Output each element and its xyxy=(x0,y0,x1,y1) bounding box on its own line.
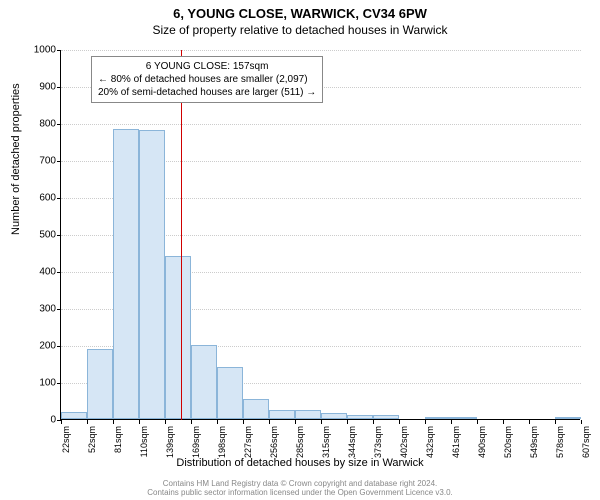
annotation-box: 6 YOUNG CLOSE: 157sqm← 80% of detached h… xyxy=(91,56,323,103)
x-tick-mark xyxy=(243,420,244,424)
x-tick-mark xyxy=(217,420,218,424)
histogram-bar xyxy=(321,413,347,419)
histogram-bar xyxy=(295,410,321,419)
subtitle: Size of property relative to detached ho… xyxy=(0,21,600,37)
y-tick-label: 400 xyxy=(21,267,56,278)
x-tick-mark xyxy=(451,420,452,424)
y-tick-mark xyxy=(57,346,61,347)
x-tick-mark xyxy=(347,420,348,424)
y-tick-mark xyxy=(57,272,61,273)
x-tick-mark xyxy=(529,420,530,424)
histogram-bar xyxy=(165,256,191,419)
y-tick-mark xyxy=(57,50,61,51)
y-tick-label: 1000 xyxy=(21,45,56,56)
x-axis-label: Distribution of detached houses by size … xyxy=(0,457,600,469)
annotation-line: 20% of semi-detached houses are larger (… xyxy=(98,86,316,99)
histogram-bar xyxy=(269,410,295,419)
y-tick-mark xyxy=(57,383,61,384)
y-tick-mark xyxy=(57,124,61,125)
x-tick-mark xyxy=(503,420,504,424)
histogram-bar xyxy=(555,417,581,419)
y-tick-label: 100 xyxy=(21,378,56,389)
grid-line xyxy=(61,50,581,51)
address-title: 6, YOUNG CLOSE, WARWICK, CV34 6PW xyxy=(0,0,600,21)
x-tick-mark xyxy=(399,420,400,424)
y-tick-label: 300 xyxy=(21,304,56,315)
histogram-bar xyxy=(113,129,139,419)
y-tick-label: 800 xyxy=(21,119,56,130)
x-tick-mark xyxy=(477,420,478,424)
y-tick-mark xyxy=(57,161,61,162)
footer-line2: Contains public sector information licen… xyxy=(0,488,600,498)
histogram-bar xyxy=(217,367,243,419)
histogram-bar xyxy=(243,399,269,419)
histogram-bar xyxy=(139,130,165,419)
chart-area: 0100200300400500600700800900100022sqm52s… xyxy=(60,50,580,420)
y-tick-mark xyxy=(57,235,61,236)
x-tick-mark xyxy=(373,420,374,424)
footer-line1: Contains HM Land Registry data © Crown c… xyxy=(0,479,600,489)
histogram-bar xyxy=(87,349,113,419)
x-tick-mark xyxy=(425,420,426,424)
y-tick-mark xyxy=(57,309,61,310)
annotation-line: ← 80% of detached houses are smaller (2,… xyxy=(98,73,316,86)
histogram-bar xyxy=(61,412,87,419)
x-tick-mark xyxy=(269,420,270,424)
y-tick-label: 0 xyxy=(21,415,56,426)
x-tick-mark xyxy=(113,420,114,424)
y-tick-mark xyxy=(57,87,61,88)
x-tick-mark xyxy=(295,420,296,424)
histogram-bar xyxy=(347,415,373,419)
x-tick-mark xyxy=(165,420,166,424)
histogram-bar xyxy=(425,417,451,419)
x-tick-mark xyxy=(321,420,322,424)
x-tick-mark xyxy=(555,420,556,424)
y-tick-label: 500 xyxy=(21,230,56,241)
y-axis-label: Number of detached properties xyxy=(10,83,22,235)
y-tick-label: 600 xyxy=(21,193,56,204)
histogram-plot: 0100200300400500600700800900100022sqm52s… xyxy=(60,50,580,420)
grid-line xyxy=(61,124,581,125)
x-tick-mark xyxy=(87,420,88,424)
x-tick-mark xyxy=(581,420,582,424)
histogram-bar xyxy=(191,345,217,419)
x-tick-mark xyxy=(191,420,192,424)
y-tick-label: 200 xyxy=(21,341,56,352)
x-tick-mark xyxy=(61,420,62,424)
y-tick-mark xyxy=(57,198,61,199)
histogram-bar xyxy=(451,417,477,419)
histogram-bar xyxy=(373,415,399,419)
x-tick-mark xyxy=(139,420,140,424)
footer-attribution: Contains HM Land Registry data © Crown c… xyxy=(0,479,600,498)
annotation-line: 6 YOUNG CLOSE: 157sqm xyxy=(98,60,316,73)
y-tick-label: 700 xyxy=(21,156,56,167)
y-tick-label: 900 xyxy=(21,82,56,93)
property-marker-line xyxy=(181,50,182,420)
